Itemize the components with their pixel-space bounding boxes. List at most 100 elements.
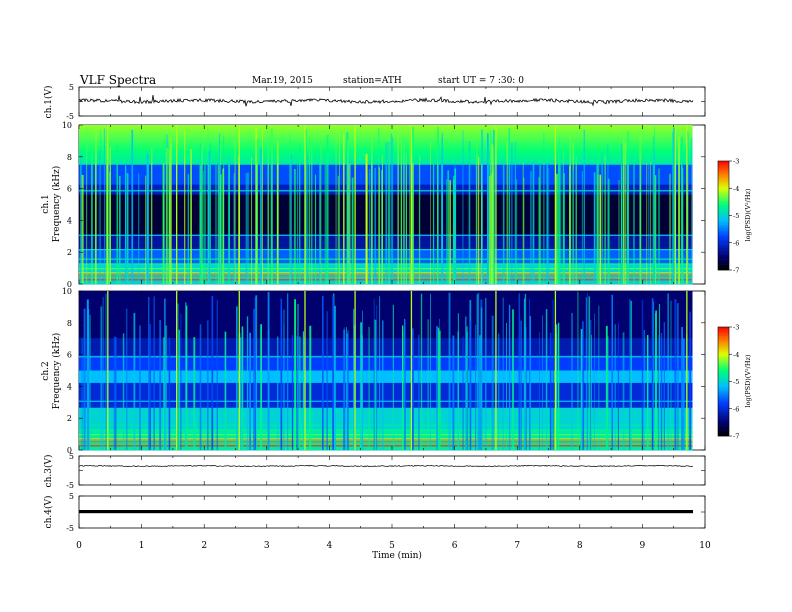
ch1-spectrogram-sferic: [432, 161, 435, 284]
ch1-spectrogram-sferic: [622, 165, 623, 284]
colorbar-swatch: [718, 231, 729, 234]
colorbar-swatch: [718, 197, 729, 200]
ch2-spectrogram-sferic: [149, 324, 152, 450]
ch2-spectrogram-sferic: [512, 309, 514, 450]
colorbar-swatch: [718, 211, 729, 214]
ch1-spectrogram-sferic: [490, 130, 492, 284]
x-tick-label: 4: [327, 541, 333, 551]
colorbar-swatch: [718, 228, 729, 231]
ch1-spectrogram-sferic: [558, 162, 560, 284]
x-tick-label: 10: [699, 541, 711, 551]
colorbar-swatch: [718, 390, 729, 393]
ch1-spectrogram-sferic: [523, 177, 525, 284]
ch1-waveform-ylabel: ch.1(V): [43, 86, 54, 119]
colorbar-swatch: [718, 171, 729, 175]
colorbar-swatch: [718, 199, 729, 202]
ch1-spectrogram-sferic: [297, 159, 299, 284]
colorbar-swatch: [718, 426, 729, 430]
colorbar-tick-label: -3: [733, 158, 739, 166]
ch2-spectrogram-sferic: [297, 303, 299, 450]
ch2-spectrogram-band: [79, 427, 693, 431]
ch2-spectrogram-sferic: [448, 292, 451, 450]
ch2-spectrogram-sferic: [523, 298, 526, 450]
ch2-spectrogram-sferic: [630, 300, 633, 450]
ch1-spectrogram-sferic: [627, 154, 629, 284]
y-tick-label: -5: [66, 481, 74, 490]
ch1-spectrogram-sferic: [462, 130, 464, 284]
ch2-spectrogram-band: [79, 397, 693, 401]
ch1-spectrogram-sferic: [481, 129, 483, 284]
ch2-spectrogram-sferic: [689, 311, 691, 450]
ch2-spectrogram-band: [79, 442, 693, 446]
ch2-spectrogram-sferic: [268, 329, 270, 450]
ch1-spectrogram-sferic: [522, 162, 524, 284]
ch1-spectrogram-sferic: [581, 171, 583, 284]
ch1-spectrogram-sferic: [506, 141, 508, 284]
ch2-spectrogram-band: [79, 420, 693, 424]
ch3-waveform-frame: [78, 455, 706, 486]
ch2-spectrogram-band: [79, 298, 693, 302]
colorbar-swatch: [718, 403, 729, 406]
ch1-spectrogram-sferic: [648, 164, 650, 284]
ch1-spectrogram-sferic: [168, 149, 171, 284]
ch2-spectrogram-sferic: [585, 297, 587, 450]
colorbar-swatch: [718, 381, 729, 384]
colorbar-swatch: [718, 219, 729, 222]
ch2-spectrogram-sferic: [438, 327, 440, 450]
colorbar-swatch: [718, 327, 729, 330]
colorbar-swatch: [718, 421, 729, 424]
x-tick-label: 9: [640, 541, 646, 551]
colorbar-tick-label: -7: [733, 433, 739, 441]
ch2-spectrogram-sferic: [379, 296, 381, 450]
ch2-spectrogram-sferic: [686, 291, 688, 450]
ch1-spectrogram-sferic: [646, 163, 648, 284]
ch2-spectrogram-ylabel-top: ch.2: [41, 361, 51, 380]
ch2-spectrogram-line: [79, 424, 693, 426]
ch2-spectrogram-sferic: [153, 296, 155, 450]
y-tick-label: 0: [67, 280, 72, 289]
ch2-spectrogram: [79, 291, 693, 451]
ch1-spectrogram-sferic: [337, 175, 340, 284]
ch2-spectrogram-band: [79, 390, 693, 394]
ch2-spectrogram-band: [79, 365, 693, 369]
ch2-spectrogram-sferic: [241, 326, 244, 450]
ch1-spectrogram-sferic: [437, 126, 439, 284]
ch1-spectrogram-sferic: [620, 144, 623, 284]
ch1-spectrogram-sferic: [150, 147, 153, 284]
ch1-spectrogram-sferic: [508, 127, 511, 284]
colorbar-swatch: [718, 257, 729, 260]
colorbar-swatch: [718, 195, 729, 198]
ch2-spectrogram-band: [79, 387, 693, 391]
ch1-spectrogram-sferic: [234, 139, 236, 284]
ch2-spectrogram-band: [79, 333, 693, 337]
ch2-spectrogram-sferic: [582, 321, 585, 450]
ch2-spectrogram-sferic: [193, 337, 196, 450]
ch2-spectrogram-sferic: [302, 331, 305, 450]
ch1-spectrogram-sferic: [593, 172, 596, 284]
colorbar-swatch: [718, 262, 729, 265]
ch2-spectrogram-line: [79, 400, 693, 402]
ch2-spectrogram-band: [79, 435, 693, 438]
ch2-spectrogram-sferic: [580, 328, 583, 450]
ch1-spectrogram-sferic: [539, 165, 541, 284]
ch2-spectrogram-sferic: [105, 293, 107, 450]
ch2-spectrogram-band: [79, 340, 693, 344]
y-tick-label: 5: [69, 83, 74, 92]
colorbar-swatch: [718, 213, 729, 216]
ch2-spectrogram-sferic: [354, 291, 356, 450]
ch2-spectrogram-sferic: [411, 328, 414, 450]
ch1-spectrogram-sferic: [559, 160, 562, 284]
ch2-spectrogram-sferic: [255, 295, 258, 450]
colorbar-swatch: [718, 202, 729, 205]
ch1-spectrogram-sferic: [348, 157, 350, 284]
ch2-spectrogram-sferic: [674, 299, 677, 450]
ch1-colorbar-label: log(PSD)(V²/Hz): [744, 188, 752, 241]
ch2-spectrogram-sferic: [113, 335, 115, 450]
ch2-spectrogram-sferic: [225, 331, 227, 450]
ch2-spectrogram-sferic: [239, 337, 242, 450]
ch2-spectrogram-sferic: [89, 314, 91, 450]
ch2-spectrogram-sferic: [360, 322, 363, 450]
ch1-spectrogram-sferic: [119, 175, 121, 284]
ch1-spectrogram-sferic: [569, 135, 571, 284]
ch1-spectrogram-sferic: [238, 155, 239, 284]
